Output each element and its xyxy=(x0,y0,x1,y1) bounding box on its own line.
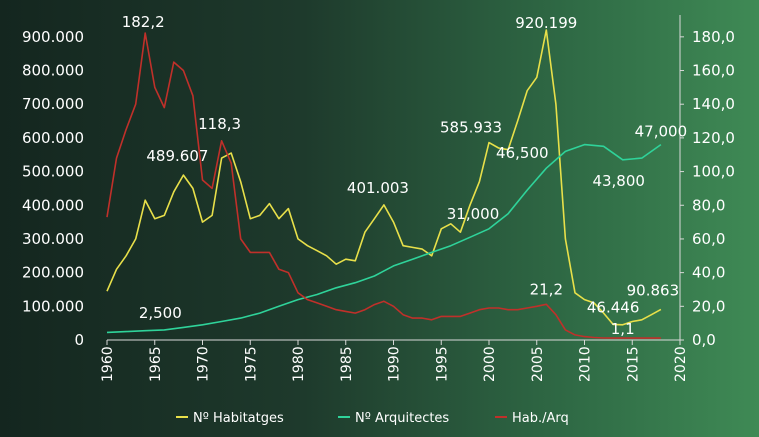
legend-label-arquitectes: Nº Arquitectes xyxy=(355,411,449,426)
data-label: 21,2 xyxy=(530,280,563,298)
x-tick-label: 1995 xyxy=(434,346,450,382)
y-right-tick-label: 180,0 xyxy=(692,28,735,46)
x-tick-label: 2000 xyxy=(482,346,498,382)
x-tick-label: 1980 xyxy=(291,346,307,382)
y-left-tick-label: 300.000 xyxy=(22,230,84,248)
y-right-tick-label: 120,0 xyxy=(692,129,735,147)
series-line-hab-arq xyxy=(106,32,661,339)
data-label: 489.607 xyxy=(146,147,208,165)
legend-label-hab-arq: Hab./Arq xyxy=(512,411,569,426)
y-right-tick-label: 160,0 xyxy=(692,62,735,80)
x-tick-label: 2020 xyxy=(673,346,689,382)
y-right-tick-label: 100,0 xyxy=(692,163,735,181)
x-tick-label: 1960 xyxy=(100,346,116,382)
series-line-habitatges xyxy=(106,29,662,326)
data-label: 2,500 xyxy=(139,304,182,322)
x-tick-label: 2010 xyxy=(578,346,594,382)
x-tick-label: 2005 xyxy=(530,346,546,382)
data-label: 46.446 xyxy=(587,298,640,316)
y-left-tick-label: 900.000 xyxy=(22,28,84,46)
data-label: 182,2 xyxy=(122,13,165,31)
y-right-tick-label: 40,0 xyxy=(692,264,725,282)
y-right-tick-label: 140,0 xyxy=(692,95,735,113)
y-right-tick-label: 0,0 xyxy=(692,331,716,349)
y-left-tick-label: 600.000 xyxy=(22,129,84,147)
x-tick-label: 1985 xyxy=(339,346,355,382)
y-left-tick-label: 500.000 xyxy=(22,163,84,181)
y-left-tick-label: 0 xyxy=(74,331,84,349)
y-right-tick-label: 20,0 xyxy=(692,297,725,315)
data-label: 47,000 xyxy=(635,123,688,141)
data-label: 118,3 xyxy=(198,115,241,133)
y-right-tick-label: 80,0 xyxy=(692,196,725,214)
x-tick-label: 1975 xyxy=(243,346,259,382)
y-left-tick-label: 800.000 xyxy=(22,62,84,80)
data-label: 920.199 xyxy=(515,14,577,32)
data-label: 90.863 xyxy=(627,281,680,299)
y-left-tick-label: 400.000 xyxy=(22,196,84,214)
data-label: 585.933 xyxy=(440,119,502,137)
y-left-tick-label: 700.000 xyxy=(22,95,84,113)
data-label: 1,1 xyxy=(611,320,635,338)
data-label: 46,500 xyxy=(496,144,549,162)
x-tick-label: 1970 xyxy=(196,346,212,382)
x-tick-label: 1990 xyxy=(387,346,403,382)
y-left-tick-label: 100.000 xyxy=(22,297,84,315)
legend-label-habitatges: Nº Habitatges xyxy=(193,411,284,426)
data-label: 401.003 xyxy=(347,179,409,197)
x-tick-label: 2015 xyxy=(625,346,641,382)
series-line-arquitectes xyxy=(106,143,662,334)
data-label: 43,800 xyxy=(592,172,645,190)
data-label: 31,000 xyxy=(447,205,500,223)
y-right-tick-label: 60,0 xyxy=(692,230,725,248)
y-left-tick-label: 200.000 xyxy=(22,264,84,282)
x-tick-label: 1965 xyxy=(148,346,164,382)
